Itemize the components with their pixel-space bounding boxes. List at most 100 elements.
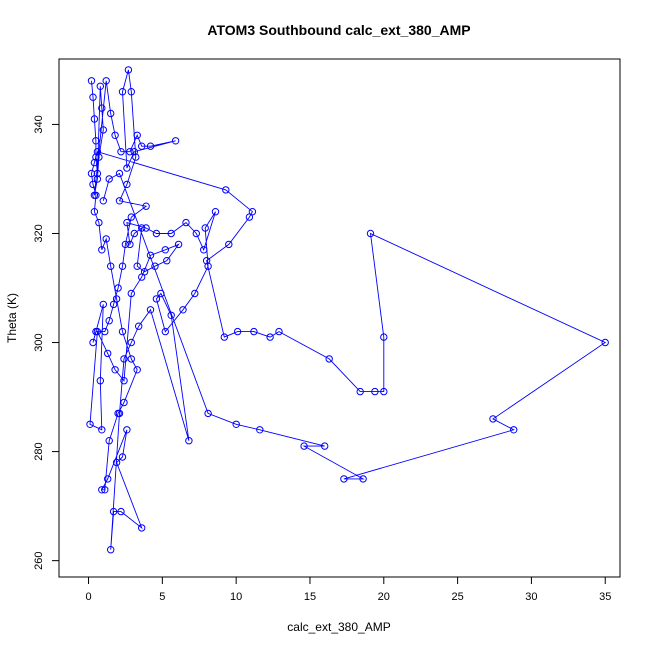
x-axis-label: calc_ext_380_AMP	[287, 620, 390, 634]
plot-frame	[58, 58, 621, 578]
data-point	[152, 229, 161, 238]
data-point	[163, 257, 171, 265]
data-point	[146, 306, 155, 314]
data-point	[266, 333, 274, 341]
data-point	[146, 251, 155, 260]
data-point	[142, 202, 150, 210]
data-point	[359, 475, 367, 483]
data-point	[171, 137, 180, 145]
data-point	[510, 426, 518, 434]
data-point	[192, 229, 201, 238]
data-point	[601, 338, 609, 347]
data-point	[89, 180, 97, 189]
data-point	[146, 142, 155, 150]
data-point	[115, 197, 124, 205]
data-point	[123, 164, 131, 172]
data-point	[90, 158, 99, 167]
data-point	[489, 415, 497, 423]
data-point	[300, 442, 308, 450]
x-tick-label: 0	[85, 591, 91, 603]
points-layer	[86, 66, 609, 554]
x-tick-label: 20	[378, 591, 390, 603]
data-point	[99, 126, 108, 134]
data-point	[201, 224, 209, 232]
data-point	[107, 262, 115, 270]
data-point	[127, 338, 136, 347]
data-point	[126, 240, 134, 249]
data-point	[179, 306, 187, 314]
data-point	[111, 366, 119, 374]
data-point	[117, 507, 125, 516]
data-point	[222, 186, 230, 194]
series-line	[89, 69, 607, 550]
data-point	[127, 213, 136, 221]
data-point	[151, 262, 159, 270]
data-point	[174, 240, 183, 249]
data-point	[138, 224, 146, 232]
data-point	[321, 442, 329, 450]
data-point	[123, 218, 131, 227]
data-point	[142, 224, 150, 232]
data-point	[225, 240, 233, 249]
data-point	[92, 137, 100, 145]
data-point	[130, 229, 139, 238]
data-point	[133, 131, 141, 140]
data-point	[120, 355, 128, 363]
y-tick-label: 300	[33, 333, 45, 351]
y-tick-label: 340	[33, 115, 45, 133]
data-point	[98, 426, 106, 434]
data-point	[380, 387, 388, 396]
data-point	[102, 235, 110, 243]
data-point	[98, 486, 106, 494]
data-point	[96, 82, 105, 91]
y-tick-label: 260	[33, 551, 45, 569]
data-point	[340, 475, 348, 483]
data-point	[245, 213, 254, 221]
data-point	[191, 289, 199, 298]
data-point	[105, 437, 113, 445]
data-point	[92, 191, 100, 200]
data-point	[356, 387, 364, 396]
series-layer	[89, 69, 607, 550]
data-point	[127, 289, 136, 298]
data-point	[101, 327, 109, 336]
data-point	[204, 262, 212, 270]
data-point	[123, 180, 131, 189]
data-point	[93, 327, 102, 336]
data-point	[105, 317, 113, 325]
data-point	[112, 458, 121, 467]
data-point	[89, 338, 97, 347]
data-point	[90, 115, 99, 123]
data-point	[182, 218, 190, 227]
data-point	[120, 398, 128, 407]
data-point	[135, 322, 143, 330]
data-point	[126, 148, 134, 156]
data-point	[256, 426, 264, 434]
y-axis-label: Theta (K)	[5, 293, 19, 343]
data-point	[117, 148, 125, 156]
data-point	[115, 169, 124, 178]
data-point	[133, 262, 141, 270]
data-point	[118, 262, 127, 270]
data-point	[102, 77, 110, 85]
x-tick-label: 5	[159, 591, 165, 603]
data-point	[275, 327, 283, 336]
data-point	[380, 333, 388, 341]
data-point	[93, 148, 102, 156]
data-point	[90, 208, 99, 216]
data-point	[118, 327, 127, 336]
data-point	[167, 229, 175, 238]
data-point	[232, 420, 240, 428]
data-point	[104, 475, 112, 483]
data-point	[118, 453, 127, 461]
data-point	[93, 175, 102, 183]
data-point	[114, 409, 122, 418]
data-point	[96, 377, 105, 385]
data-point	[95, 218, 103, 227]
data-point	[250, 327, 258, 336]
chart-title: ATOM3 Southbound calc_ext_380_AMP	[207, 22, 470, 38]
data-point	[130, 148, 139, 156]
data-point	[127, 355, 136, 363]
y-axis: 260 280 300 320 340	[33, 115, 60, 570]
